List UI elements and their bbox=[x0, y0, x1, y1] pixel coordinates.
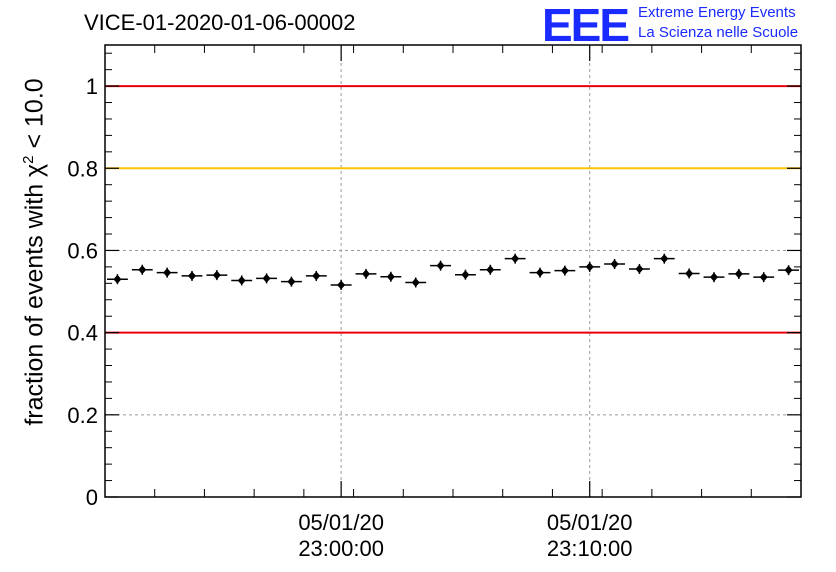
y-tick-label: 0.8 bbox=[67, 156, 98, 181]
y-tick-label: 0.4 bbox=[67, 321, 98, 346]
y-tick-label: 0.6 bbox=[67, 238, 98, 263]
data-point-marker bbox=[436, 261, 445, 271]
data-point-marker bbox=[237, 275, 246, 285]
data-point-marker bbox=[536, 268, 544, 278]
x-tick-label-date: 05/01/20 bbox=[547, 510, 633, 535]
data-point-marker bbox=[411, 278, 420, 288]
eee-logo: EEE Extreme Energy Events La Scienza nel… bbox=[542, 0, 832, 51]
logo-text-line1: Extreme Energy Events bbox=[638, 4, 796, 21]
y-tick-label: 1 bbox=[86, 74, 98, 99]
data-point-marker bbox=[560, 266, 569, 276]
data-point-marker bbox=[113, 274, 122, 284]
data-point-marker bbox=[660, 254, 669, 264]
data-point-marker bbox=[337, 280, 346, 290]
y-tick-label: 0 bbox=[86, 485, 98, 510]
data-point-marker bbox=[511, 254, 520, 264]
data-point-marker bbox=[710, 272, 718, 282]
data-point-marker bbox=[610, 259, 619, 269]
data-point-marker bbox=[734, 269, 743, 279]
data-point-marker bbox=[362, 269, 370, 279]
data-point-marker bbox=[188, 271, 196, 281]
data-point-marker bbox=[784, 265, 793, 275]
plot-frame bbox=[104, 44, 802, 498]
data-point-marker bbox=[312, 271, 321, 281]
data-point-marker bbox=[287, 277, 296, 287]
data-point-marker bbox=[585, 262, 594, 272]
y-tick-label: 0.2 bbox=[67, 403, 98, 428]
data-point-marker bbox=[212, 270, 221, 280]
x-tick-label-time: 23:00:00 bbox=[298, 536, 384, 561]
logo-text-line2: La Scienza nelle Scuole bbox=[638, 24, 799, 41]
x-tick-label-time: 23:10:00 bbox=[547, 536, 633, 561]
data-point-marker bbox=[461, 270, 470, 280]
data-point-marker bbox=[262, 273, 271, 283]
data-point-marker bbox=[163, 268, 172, 278]
data-point-marker bbox=[635, 264, 644, 274]
eee-logo-mark: EEE bbox=[542, 0, 630, 51]
data-point-marker bbox=[386, 272, 395, 282]
x-tick-label-date: 05/01/20 bbox=[298, 510, 384, 535]
data-point-marker bbox=[138, 265, 147, 275]
data-point-marker bbox=[685, 268, 694, 278]
chart-title: VICE-01-2020-01-06-00002 bbox=[84, 10, 356, 35]
data-point-marker bbox=[759, 272, 768, 282]
data-point-marker bbox=[486, 265, 495, 275]
